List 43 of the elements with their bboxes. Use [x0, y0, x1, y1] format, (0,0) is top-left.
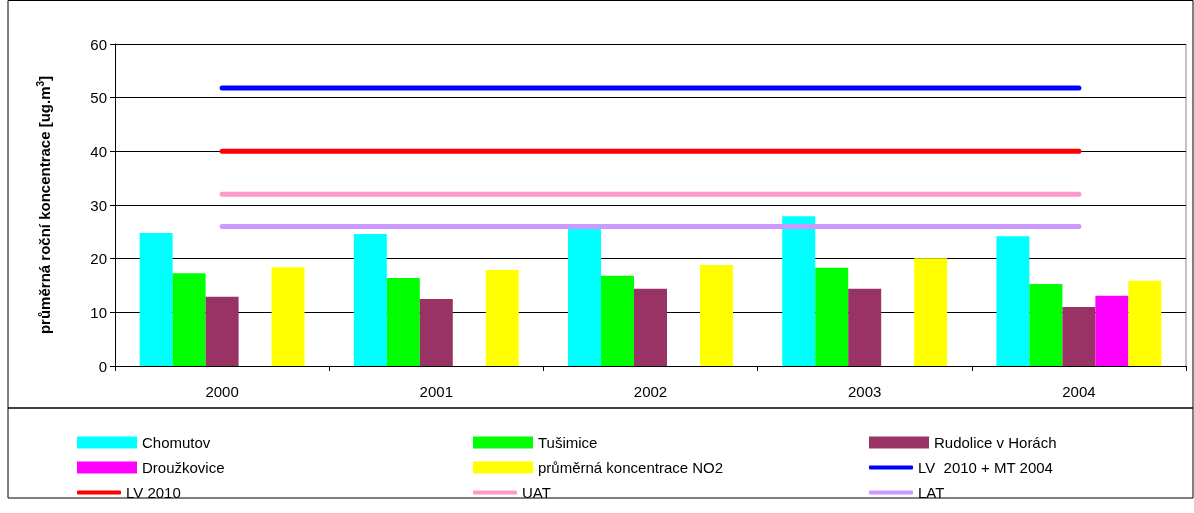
bar	[815, 267, 849, 366]
x-tick-label: 2001	[419, 383, 453, 400]
bar	[271, 267, 305, 366]
legend-label: UAT	[522, 484, 551, 501]
bar	[1128, 280, 1162, 366]
bar	[782, 216, 816, 366]
y-axis-title: průměrná roční koncentrace [ug.m3]	[34, 75, 53, 335]
y-tick-label: 0	[98, 357, 107, 375]
bar	[1095, 295, 1129, 366]
bar	[353, 233, 387, 366]
legend-label: Chomutov	[142, 434, 211, 451]
bar	[601, 275, 635, 366]
bar	[634, 288, 667, 366]
y-tick-label: 50	[90, 89, 107, 107]
x-tick-label: 2003	[848, 383, 882, 400]
y-tick-label: 20	[90, 250, 107, 268]
y-tick-label: 10	[90, 303, 107, 321]
legend-label: LAT	[918, 484, 945, 501]
bar	[699, 265, 733, 366]
x-tick-label: 2000	[205, 383, 239, 400]
bar	[914, 258, 948, 366]
y-tick-label: 30	[90, 196, 107, 214]
legend-label: průměrná koncentrace NO2	[538, 459, 724, 476]
bar	[172, 273, 206, 366]
bar	[1029, 283, 1063, 366]
bar	[848, 288, 882, 366]
legend-label: Tušimice	[538, 434, 598, 451]
bar	[485, 269, 519, 366]
legend-label: LV 2010	[126, 484, 181, 501]
bar	[386, 277, 420, 366]
legend-label: Rudolice v Horách	[934, 434, 1057, 451]
bar	[1062, 306, 1096, 366]
legend-label: LV 2010 + MT 2004	[918, 459, 1053, 476]
bar	[419, 298, 453, 366]
bar	[205, 296, 239, 366]
bar	[996, 236, 1030, 366]
x-tick-label: 2002	[633, 383, 668, 400]
bar	[568, 228, 602, 366]
y-tick-label: 40	[90, 142, 107, 160]
y-tick-label: 60	[90, 35, 107, 53]
legend-label: Droužkovice	[142, 459, 225, 476]
x-tick-label: 2004	[1062, 383, 1096, 400]
bar	[139, 232, 173, 366]
